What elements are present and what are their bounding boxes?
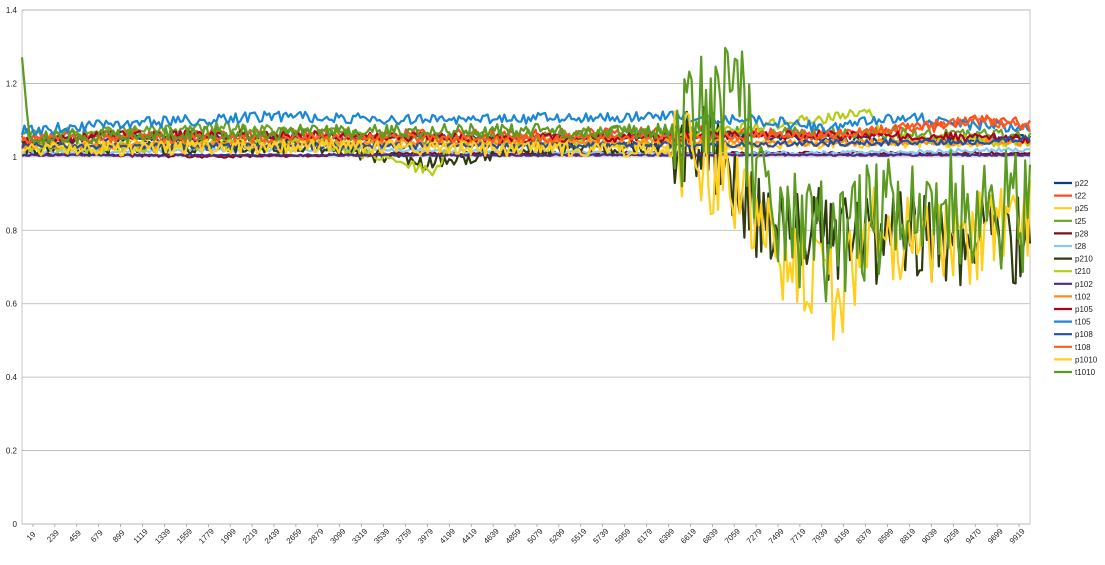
x-tick-label: 9919 [1008,526,1027,545]
legend-label-p102: p102 [1075,280,1093,289]
legend-label-t22: t22 [1075,192,1087,201]
series-line-t105 [20,110,1031,136]
x-tick-label: 5519 [570,526,589,545]
x-tick-label: 6399 [657,526,676,545]
x-tick-label: 5079 [526,526,545,545]
legend-label-p22: p22 [1075,179,1089,188]
y-tick-label: 1.2 [6,79,18,88]
legend-label-p1010: p1010 [1075,355,1098,364]
legend-label-p108: p108 [1075,330,1093,339]
y-tick-label: 0.4 [6,373,18,382]
x-tick-label: 5299 [548,526,567,545]
legend-label-t1010: t1010 [1075,368,1096,377]
legend-label-t105: t105 [1075,318,1091,327]
x-tick-label: 8819 [898,526,917,545]
x-tick-label: 9470 [964,526,983,545]
x-tick-label: 2879 [307,526,326,545]
x-tick-label: 3979 [416,526,435,545]
x-tick-label: 4639 [482,526,501,545]
legend-label-t102: t102 [1075,292,1091,301]
legend-label-t25: t25 [1075,217,1087,226]
legend-label-t108: t108 [1075,343,1091,352]
x-tick-label: 1119 [132,527,150,545]
x-tick-label: 7279 [745,526,764,545]
y-tick-label: 1 [13,153,18,162]
x-tick-label: 19 [25,530,38,543]
x-tick-label: 7499 [767,526,786,545]
x-tick-label: 3319 [350,526,369,545]
x-tick-label: 5739 [591,526,610,545]
series-line-p102 [21,153,1031,157]
x-tick-label: 8379 [854,526,873,545]
x-tick-label: 3099 [328,526,347,545]
x-tick-label: 2219 [241,526,260,545]
x-tick-label: 4859 [504,526,523,545]
x-tick-label: 239 [45,528,61,544]
legend-label-t210: t210 [1075,267,1091,276]
y-tick-label: 0.8 [6,226,18,235]
x-tick-label: 2439 [263,526,282,545]
x-tick-label: 899 [111,528,127,544]
x-tick-label: 679 [89,528,105,544]
x-tick-label: 4199 [438,526,457,545]
x-tick-label: 7059 [723,526,742,545]
x-tick-label: 4419 [460,526,479,545]
series-layer [20,46,1032,341]
x-tick-label: 9259 [942,526,961,545]
x-tick-label: 6619 [679,526,698,545]
legend-label-p105: p105 [1075,305,1093,314]
x-tick-label: 1779 [197,526,216,545]
x-tick-label: 5959 [613,526,632,545]
legend: p22 t22 p25 t25 p28 t28 p210 t210 p102 t102 p105 t1… [1054,179,1098,377]
x-tick-label: 7939 [811,526,830,545]
x-tick-label: 2659 [285,526,304,545]
legend-label-p210: p210 [1075,255,1093,264]
x-tick-label: 7719 [789,526,808,545]
x-tick-label: 1559 [175,526,194,545]
y-tick-label: 1.4 [6,6,18,15]
y-tick-label: 0 [13,520,18,529]
axis-layer: 0 0.2 0.4 0.6 0.8 1 1.2 1.4 19 239 459 679 899 1119 13… [6,6,1027,546]
x-tick-label: 9039 [920,526,939,545]
y-tick-label: 0.2 [6,447,18,456]
x-tick-label: 8599 [876,526,895,545]
x-tick-label: 459 [67,528,83,544]
x-tick-label: 1339 [153,526,172,545]
legend-label-p28: p28 [1075,229,1089,238]
x-tick-label: 1999 [219,526,238,545]
x-tick-label: 6839 [701,526,720,545]
x-tick-label: 3539 [372,526,391,545]
legend-label-p25: p25 [1075,204,1089,213]
series-line-t1010 [20,46,1032,303]
y-tick-label: 0.6 [6,300,18,309]
x-tick-label: 8159 [832,526,851,545]
legend-label-t28: t28 [1075,242,1087,251]
x-tick-label: 9699 [986,526,1005,545]
x-tick-label: 6179 [635,526,654,545]
x-tick-label: 3759 [394,526,413,545]
